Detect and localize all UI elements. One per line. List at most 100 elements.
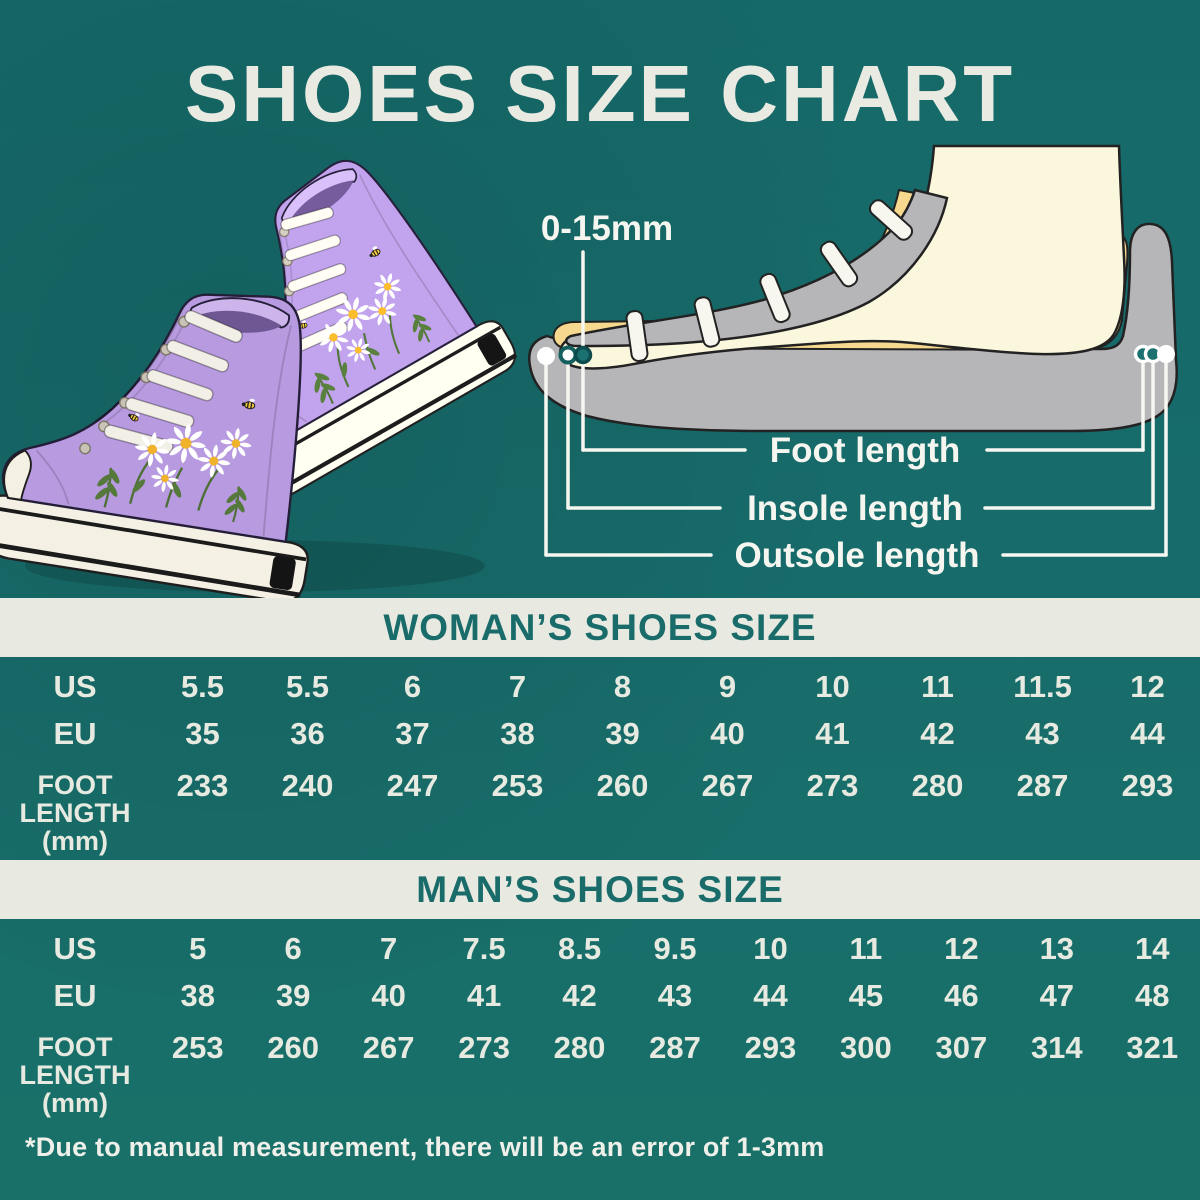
foot-toe-dot: [573, 345, 593, 365]
row-label: FOOT LENGTH (mm): [19, 770, 131, 856]
table-header-band: WOMAN’S SHOES SIZE: [0, 598, 1200, 657]
footnote: *Due to manual measurement, there will b…: [25, 1132, 825, 1162]
size-value: 260: [267, 1030, 320, 1065]
foot-length-label: Foot length: [770, 431, 961, 470]
size-value: 5: [189, 930, 207, 966]
row-label: US: [53, 668, 97, 704]
table-title: MAN’S SHOES SIZE: [416, 868, 784, 910]
size-value: 247: [386, 768, 439, 803]
row-label: EU: [53, 977, 97, 1013]
size-rows: US 5.5 5.5 6 7 8 9 10 11 11.5 12 EU 35 36 37 38 39 40 41 42…: [0, 657, 1200, 856]
size-value: 44: [1130, 715, 1165, 751]
size-value: 42: [920, 715, 955, 751]
insole-length-label: Insole length: [747, 489, 963, 528]
size-value: 287: [649, 1030, 701, 1065]
size-value: 267: [701, 768, 754, 803]
size-value: 280: [911, 768, 964, 803]
size-value: 47: [1039, 977, 1075, 1013]
sneakers-photo: [0, 128, 540, 603]
size-value: 260: [596, 768, 649, 803]
size-value: 39: [605, 715, 640, 751]
size-row: EU 38 39 40 41 42 43 44 45 46 47 48: [0, 972, 1200, 1019]
size-value: 12: [1130, 668, 1165, 704]
row-label: EU: [53, 715, 97, 751]
size-value: 314: [1030, 1030, 1083, 1065]
size-value: 41: [466, 977, 502, 1013]
size-rows: US 5 6 7 7.5 8.5 9.5 10 11 12 13 14 EU 38 39 40 41 42 43 44…: [0, 919, 1200, 1118]
table-title: WOMAN’S SHOES SIZE: [383, 606, 817, 648]
outsole-shape: [528, 222, 1178, 433]
size-value: 273: [458, 1030, 510, 1065]
front-shoe: [0, 258, 348, 603]
size-value: 38: [500, 715, 535, 751]
size-row: FOOT LENGTH (mm) 233 240 247 253 260 267 273 280 28…: [0, 757, 1200, 855]
size-value: 280: [553, 1030, 606, 1065]
row-label: FOOT LENGTH (mm): [19, 1032, 131, 1118]
size-value: 43: [1025, 715, 1060, 751]
outsole-toe-dot: [537, 347, 555, 365]
size-value: 13: [1039, 930, 1075, 966]
size-value: 293: [1121, 768, 1174, 803]
size-value: 7: [508, 668, 527, 704]
size-value: 10: [753, 930, 788, 966]
size-value: 44: [753, 977, 788, 1013]
size-value: 7.5: [462, 930, 506, 966]
size-value: 300: [840, 1030, 892, 1065]
size-value: 11: [849, 930, 883, 966]
size-value: 6: [403, 668, 422, 704]
size-row: EU 35 36 37 38 39 40 41 42 43 44: [0, 710, 1200, 757]
outsole-length-label: Outsole length: [735, 536, 980, 575]
size-value: 43: [657, 977, 693, 1013]
size-value: 287: [1016, 768, 1069, 803]
size-row: US 5.5 5.5 6 7 8 9 10 11 11.5 12: [0, 663, 1200, 710]
size-value: 42: [562, 977, 597, 1013]
outsole-heel-dot: [1157, 345, 1175, 363]
size-value: 39: [275, 977, 311, 1013]
size-value: 35: [185, 715, 220, 751]
row-label: US: [53, 930, 97, 966]
size-value: 41: [815, 715, 850, 751]
size-value: 233: [176, 768, 229, 803]
size-value: 267: [362, 1030, 415, 1065]
womens-size-table: WOMAN’S SHOES SIZE US 5.5 5.5 6 7 8 9 10 11 11.5 1…: [0, 598, 1200, 855]
size-value: 46: [944, 977, 979, 1013]
size-value: 9: [718, 668, 737, 704]
shoe-upper-band: [564, 188, 949, 348]
size-value: 321: [1126, 1030, 1179, 1065]
size-value: 7: [380, 930, 398, 966]
size-value: 14: [1135, 930, 1170, 966]
tolerance-label: 0-15mm: [541, 209, 673, 248]
size-value: 5.5: [180, 668, 225, 704]
size-value: 8: [613, 668, 632, 704]
size-value: 10: [815, 668, 850, 704]
size-row: FOOT LENGTH (mm) 253 260 267 273 280 287 293 300 30…: [0, 1019, 1200, 1117]
size-value: 293: [744, 1030, 797, 1065]
insole-toe-dot: [558, 345, 578, 365]
lace-bars: [625, 199, 914, 362]
page-title: SHOES SIZE CHART: [184, 49, 1016, 138]
size-value: 5.5: [285, 668, 330, 704]
foot-measurement-diagram: 0-15mm Foot length Insole length Outsole…: [528, 144, 1178, 575]
size-value: 253: [171, 1030, 224, 1065]
size-value: 307: [935, 1030, 988, 1065]
size-value: 36: [290, 715, 325, 751]
size-value: 6: [284, 930, 302, 966]
size-value: 253: [491, 768, 544, 803]
size-value: 40: [371, 977, 406, 1013]
size-value: 240: [281, 768, 334, 803]
size-value: 38: [180, 977, 215, 1013]
table-header-band: MAN’S SHOES SIZE: [0, 860, 1200, 919]
size-value: 11: [921, 668, 954, 704]
size-value: 273: [806, 768, 859, 803]
mens-size-table: MAN’S SHOES SIZE US 5 6 7 7.5 8.5 9.5 10 11 12 13 1…: [0, 860, 1200, 1117]
size-value: 37: [395, 715, 430, 751]
size-value: 8.5: [557, 930, 602, 966]
size-row: US 5 6 7 7.5 8.5 9.5 10 11 12 13 14: [0, 925, 1200, 972]
measurement-dots: [537, 344, 1175, 365]
size-value: 40: [710, 715, 745, 751]
size-value: 9.5: [653, 930, 697, 966]
size-value: 11.5: [1013, 668, 1072, 704]
size-value: 12: [944, 930, 979, 966]
size-value: 48: [1135, 977, 1170, 1013]
